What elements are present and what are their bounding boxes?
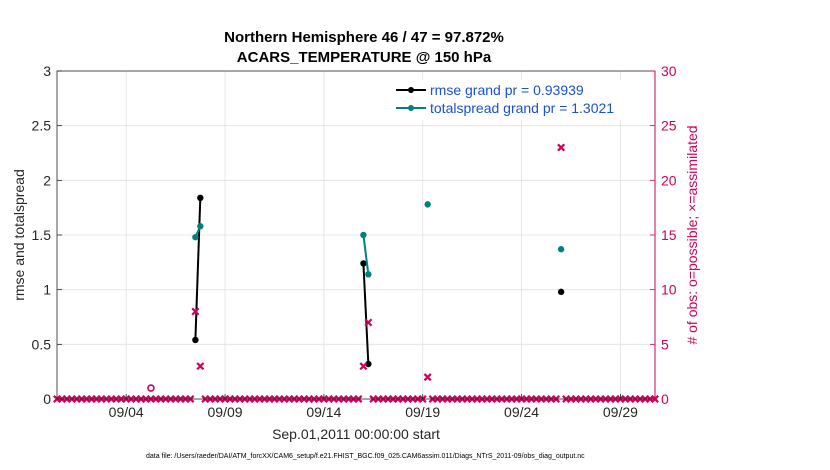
y2-tick-label: 10: [661, 282, 677, 298]
chart-title: Northern Hemisphere 46 / 47 = 97.872%: [224, 29, 504, 46]
obs-assimilated-marker: [364, 318, 373, 327]
y2-tick-label: 20: [661, 172, 677, 188]
series-line-rmse: [362, 263, 370, 365]
legend-marker-totalspread: [408, 105, 414, 111]
x-tick-label: 09/24: [504, 404, 539, 420]
legend-label-totalspread: totalspread grand pr = 1.3021: [430, 100, 614, 116]
y2-tick-label: 30: [661, 63, 677, 79]
series-point-rmse: [197, 194, 204, 202]
series-point-totalspread: [197, 223, 204, 230]
y-tick-label: 1: [43, 282, 51, 298]
obs-assimilated-marker: [196, 362, 205, 371]
x-tick-label: 09/19: [405, 404, 440, 420]
series-line-totalspread: [362, 234, 370, 275]
series-point-rmse: [557, 288, 565, 296]
y2-tick-label: 0: [661, 391, 669, 407]
series-layer: [192, 112, 565, 368]
obs-layer: [53, 143, 659, 403]
y2-tick-label: 15: [661, 227, 677, 243]
x-tick-label: 09/29: [603, 404, 638, 420]
x-tick-label: 09/09: [208, 404, 243, 420]
series-point-totalspread: [360, 231, 367, 239]
x-axis-label: Sep.01,2011 00:00:00 start: [272, 426, 440, 442]
chart-subtitle: ACARS_TEMPERATURE @ 150 hPa: [237, 49, 492, 66]
legend-marker-rmse: [408, 87, 414, 93]
y-tick-label: 0: [43, 391, 51, 407]
series-point-rmse: [365, 360, 372, 368]
series-point-totalspread: [557, 246, 565, 253]
y-tick-label: 2.5: [32, 118, 52, 134]
y-tick-label: 3: [43, 63, 51, 79]
obs-assimilated-marker: [191, 307, 200, 316]
y2-tick-label: 25: [661, 118, 677, 134]
obs-assimilated-marker: [359, 362, 368, 371]
legend: rmse grand pr = 0.93939 totalspread gran…: [392, 80, 644, 120]
tick-layer: 09/04 09/09 09/14 09/19 09/24 09/29 0 0.5 1 1.5 2 2…: [32, 63, 677, 420]
y2-axis-label: # of obs: o=possible; ×=assimilated: [684, 125, 700, 344]
x-tick-label: 09/04: [109, 404, 144, 420]
series-point-rmse: [192, 336, 199, 344]
obs-assimilated-marker: [557, 143, 566, 152]
series-point-totalspread: [424, 201, 431, 208]
y-tick-label: 0.5: [32, 336, 52, 352]
y2-tick-label: 5: [661, 336, 669, 352]
series-point-totalspread: [365, 271, 372, 278]
y-tick-label: 1.5: [32, 227, 52, 243]
footnote: data file: /Users/raeder/DAI/ATM_forcXX/…: [146, 453, 585, 460]
obs-assimilated-marker: [423, 373, 432, 382]
series-point-totalspread: [192, 233, 199, 241]
series-point-rmse: [360, 260, 367, 267]
y-tick-label: 2: [43, 172, 51, 188]
obs-possible-marker: [147, 384, 155, 392]
legend-label-rmse: rmse grand pr = 0.93939: [430, 82, 584, 98]
legend-box: [392, 80, 644, 120]
series-line-rmse: [194, 197, 202, 340]
y-axis-label: rmse and totalspread: [11, 169, 27, 301]
x-tick-label: 09/14: [306, 404, 341, 420]
grid-lines: [57, 70, 655, 400]
